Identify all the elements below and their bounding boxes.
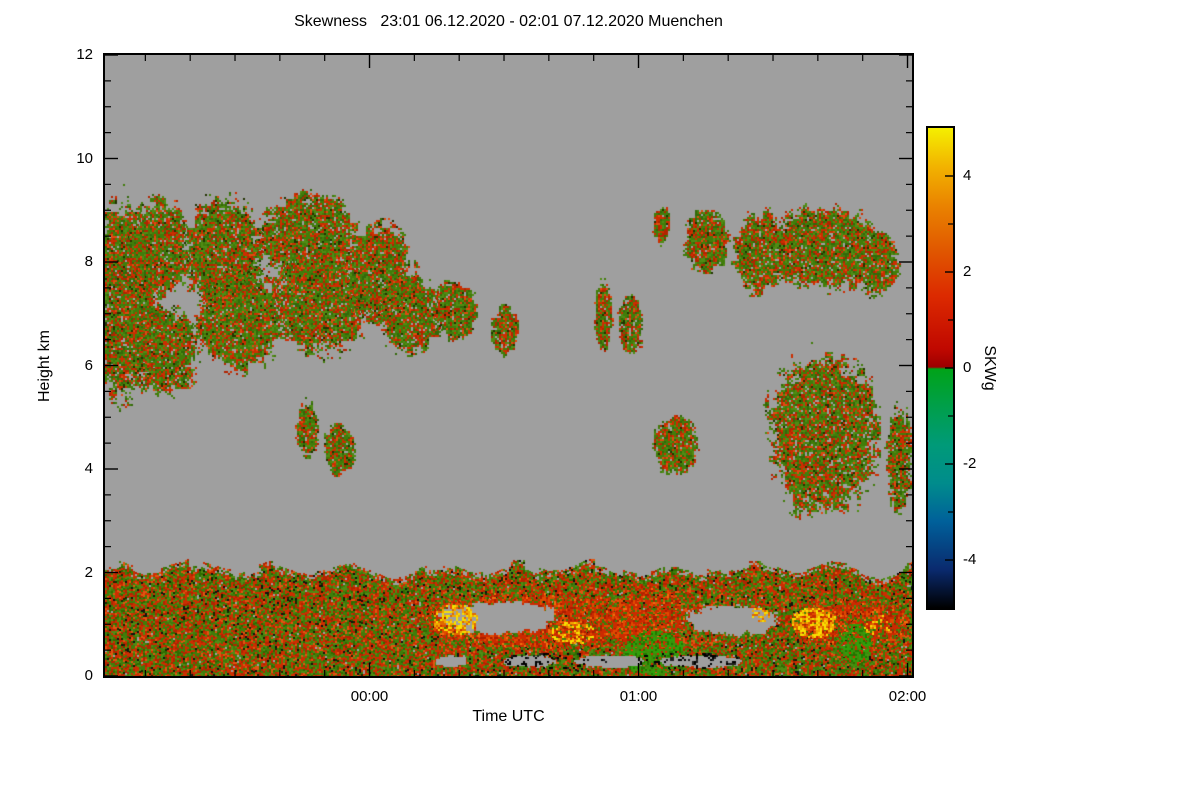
heatmap-plot-area	[103, 53, 914, 678]
colorbar-gradient	[928, 128, 953, 608]
colorbar-tick-label: -4	[963, 551, 977, 568]
x-tick-label: 01:00	[619, 688, 658, 705]
y-tick-label: 4	[84, 460, 93, 477]
chart-title: Skewness 23:01 06.12.2020 - 02:01 07.12.…	[294, 13, 723, 30]
colorbar	[926, 126, 955, 610]
colorbar-tick-label: -2	[963, 455, 977, 472]
colorbar-tick-label: 2	[963, 263, 972, 280]
colorbar-tick-label: 4	[963, 167, 972, 184]
y-tick-label: 6	[84, 356, 93, 374]
y-tick-label: 10	[76, 149, 93, 167]
y-tick-label: 12	[76, 46, 93, 63]
y-tick-label: 8	[84, 253, 93, 270]
x-tick-label: 00:00	[350, 688, 389, 705]
y-tick-label: 0	[84, 667, 93, 684]
x-tick-label: 02:00	[888, 688, 927, 705]
x-axis-label: Time UTC	[472, 708, 545, 725]
y-tick-label: 2	[84, 563, 93, 581]
colorbar-tick-label: 0	[963, 359, 972, 376]
heatmap-canvas	[105, 55, 912, 676]
